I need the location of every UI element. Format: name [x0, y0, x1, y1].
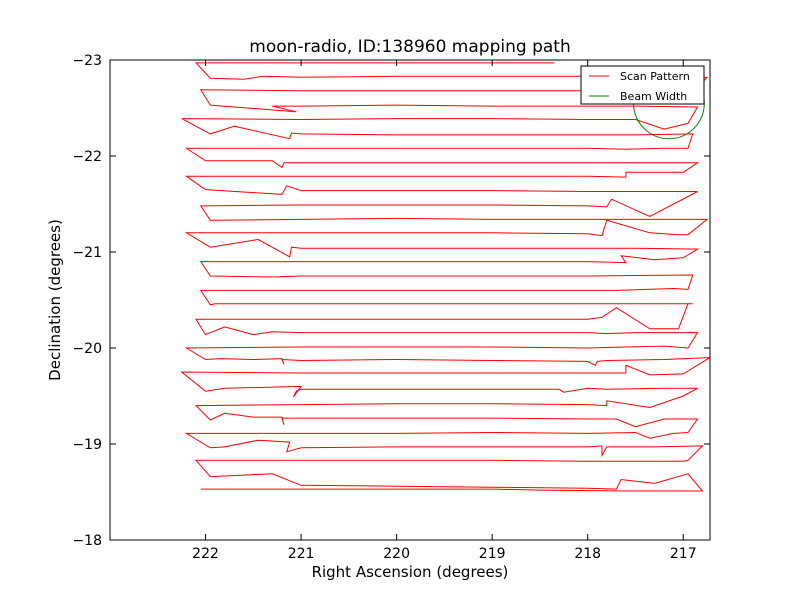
y-tick-label: −19 [72, 437, 102, 453]
y-tick-label: −21 [72, 245, 102, 261]
y-tick-label: −22 [72, 149, 102, 165]
x-tick-label: 219 [479, 546, 506, 562]
legend-label-scan-pattern: Scan Pattern [620, 70, 690, 83]
plot-frame [109, 59, 711, 541]
chart-title: moon-radio, ID:138960 mapping path [249, 37, 570, 57]
x-tick-label: 218 [574, 546, 601, 562]
legend-box [580, 65, 705, 105]
legend: Scan Pattern Beam Width [580, 65, 705, 105]
x-tick-label: 220 [383, 546, 410, 562]
ticks-layer: 222 221 220 219 218 217 −18 −19 −20 −21 −22 −23 [72, 53, 710, 562]
y-tick-label: −23 [72, 53, 102, 69]
x-tick-label: 221 [288, 546, 315, 562]
legend-label-beam-width: Beam Width [620, 90, 687, 103]
scan-pattern-line [180, 62, 710, 492]
x-tick-label: 217 [670, 546, 697, 562]
y-axis-label: Declination (degrees) [46, 219, 64, 381]
y-tick-label: −18 [72, 533, 102, 549]
x-axis-label: Right Ascension (degrees) [312, 563, 509, 581]
x-tick-label: 222 [192, 546, 219, 562]
y-tick-label: −20 [72, 341, 102, 357]
